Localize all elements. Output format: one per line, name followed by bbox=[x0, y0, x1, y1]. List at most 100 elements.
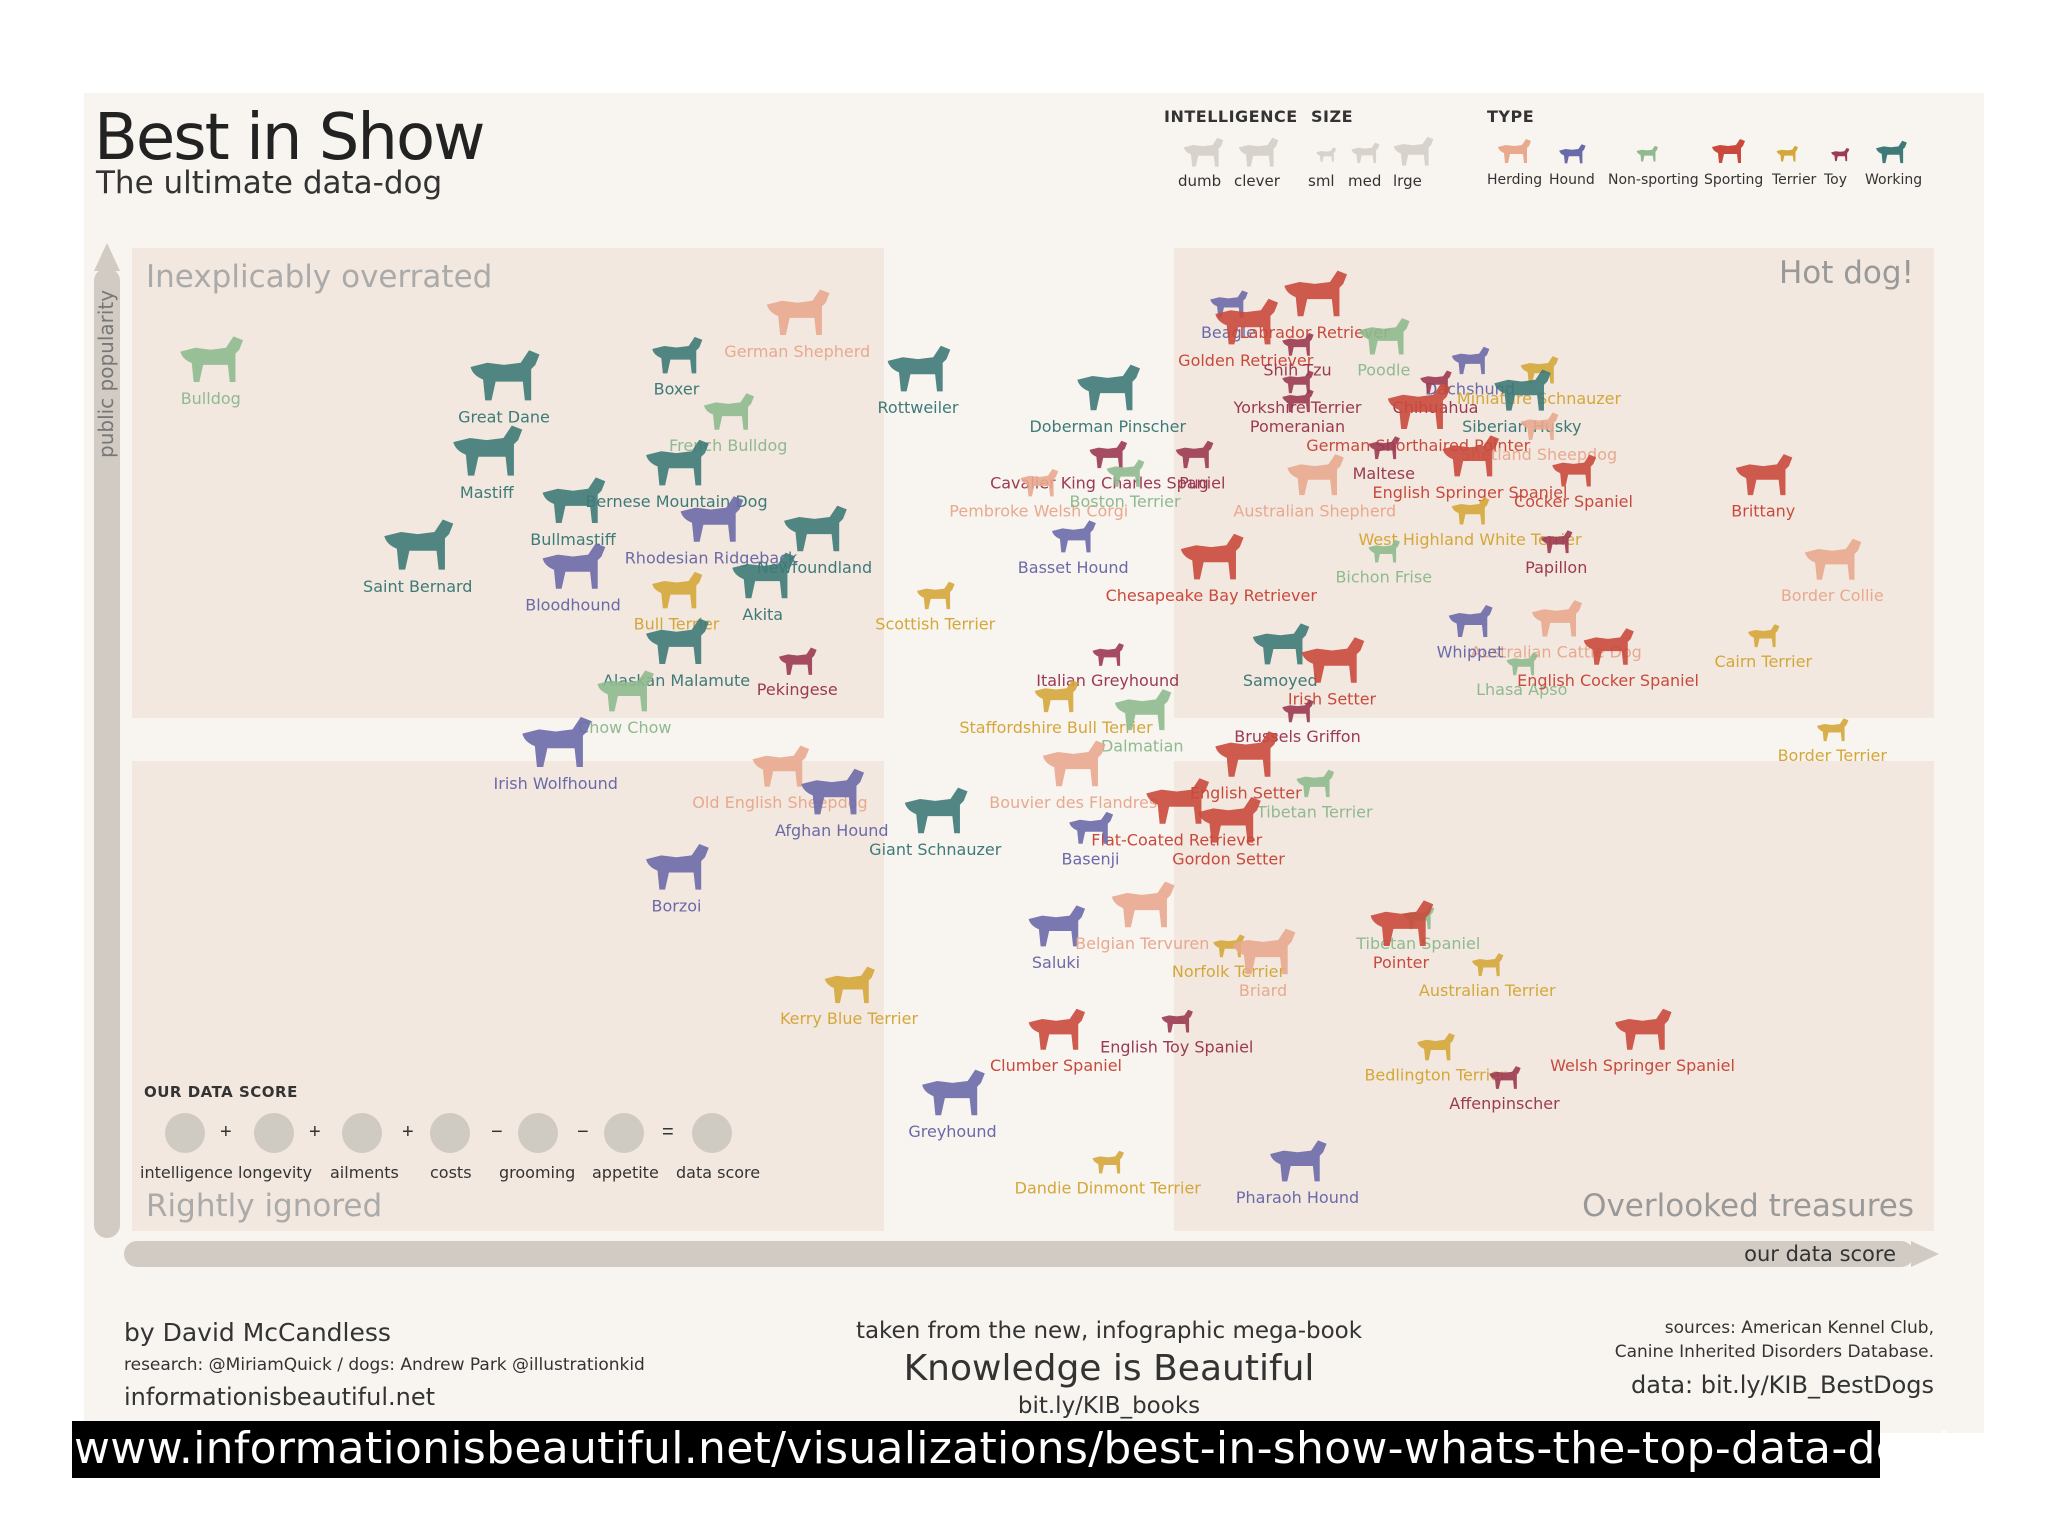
url-text[interactable]: www.informationisbeautiful.net/visualiza… bbox=[74, 1423, 1947, 1474]
dog-label-pekingese: Pekingese bbox=[757, 680, 838, 699]
cavalier-king-charles-spaniel-dog-icon bbox=[1089, 440, 1128, 469]
dog-point-golden-retriever: Golden Retriever bbox=[1178, 298, 1314, 370]
dog-point-mastiff: Mastiff bbox=[453, 425, 523, 502]
dog-label-chesapeake-bay-retriever: Chesapeake Bay Retriever bbox=[1106, 586, 1318, 605]
dog-point-belgian-tervuren: Belgian Tervuren bbox=[1075, 881, 1209, 953]
dog-point-bedlington-terrier: Bedlington Terrier bbox=[1364, 1032, 1507, 1085]
labrador-retriever-dog-icon bbox=[1284, 270, 1348, 317]
legend-type-working: Working bbox=[1865, 172, 1923, 188]
chow-chow-dog-icon bbox=[597, 670, 654, 712]
pekingese-dog-icon bbox=[779, 647, 817, 675]
chesapeake-bay-retriever-dog-icon bbox=[1180, 533, 1244, 580]
lhasa-apso-dog-icon bbox=[1506, 652, 1538, 676]
dog-point-german-shepherd: German Shepherd bbox=[724, 289, 870, 361]
basenji-dog-icon bbox=[1069, 811, 1114, 844]
legend-sporting-dog-icon bbox=[1712, 139, 1745, 163]
bernese-mountain-dog-dog-icon bbox=[646, 439, 709, 486]
dog-point-dalmatian: Dalmatian bbox=[1101, 689, 1184, 756]
dog-label-basset-hound: Basset Hound bbox=[1018, 558, 1129, 577]
dog-label-shetland-sheepdog: Shetland Sheepdog bbox=[1461, 445, 1617, 464]
dog-point-affenpinscher: Affenpinscher bbox=[1449, 1066, 1560, 1113]
longevity-icon bbox=[254, 1113, 294, 1153]
legend-non-sporting-dog-icon bbox=[1636, 145, 1659, 162]
australian-cattle-dog-dog-icon bbox=[1531, 600, 1583, 637]
dog-point-saluki: Saluki bbox=[1028, 905, 1086, 972]
sources-line-1: sources: American Kennel Club, bbox=[1664, 1318, 1934, 1338]
dog-point-boston-terrier: Boston Terrier bbox=[1069, 459, 1181, 511]
siberian-husky-dog-icon bbox=[1494, 369, 1551, 411]
pug-dog-icon bbox=[1175, 440, 1214, 469]
affenpinscher-dog-icon bbox=[1489, 1066, 1521, 1089]
dog-label-labrador-retriever: Labrador Retriever bbox=[1240, 323, 1391, 342]
dog-point-great-dane: Great Dane bbox=[458, 350, 550, 427]
giant-schnauzer-dog-icon bbox=[904, 787, 968, 834]
gordon-setter-dog-icon bbox=[1198, 797, 1261, 843]
legend-type-toy: Toy bbox=[1824, 172, 1848, 188]
dog-label-whippet: Whippet bbox=[1437, 643, 1504, 662]
dog-label-border-collie: Border Collie bbox=[1781, 586, 1884, 605]
english-cocker-spaniel-dog-icon bbox=[1583, 628, 1634, 665]
akita-dog-icon bbox=[732, 552, 796, 599]
url-banner: www.informationisbeautiful.net/visualiza… bbox=[72, 1421, 1946, 1478]
mastiff-dog-icon bbox=[453, 425, 523, 476]
dog-label-pomeranian: Pomeranian bbox=[1250, 417, 1345, 436]
legend-size-large: lrge bbox=[1393, 172, 1422, 190]
legend-hound-dog-icon bbox=[1559, 144, 1586, 164]
dog-label-australian-shepherd: Australian Shepherd bbox=[1233, 502, 1396, 521]
dog-points-layer: Bulldog Great Dane Mastiff Bullmastiff Boxer… bbox=[180, 270, 1887, 1207]
data-link[interactable]: data: bit.ly/KIB_BestDogs bbox=[1631, 1371, 1934, 1399]
quadrant-bottom-left-label: Rightly ignored bbox=[146, 1188, 382, 1224]
dog-point-pharaoh-hound: Pharaoh Hound bbox=[1236, 1140, 1359, 1207]
irish-setter-dog-icon bbox=[1301, 637, 1365, 683]
dog-label-chow-chow: Chow Chow bbox=[578, 718, 671, 737]
dandie-dinmont-terrier-dog-icon bbox=[1092, 1150, 1124, 1174]
book-title: Knowledge is Beautiful bbox=[903, 1348, 1315, 1389]
data-score-title: OUR DATA SCORE bbox=[144, 1083, 298, 1101]
dog-label-australian-terrier: Australian Terrier bbox=[1419, 981, 1556, 1000]
dog-label-english-setter: English Setter bbox=[1190, 784, 1302, 803]
flat-coated-retriever-dog-icon bbox=[1146, 778, 1210, 824]
legend-clever-dog-icon bbox=[1238, 137, 1279, 167]
dog-label-cocker-spaniel: Cocker Spaniel bbox=[1514, 492, 1633, 511]
legend-herding-dog-icon bbox=[1498, 139, 1531, 163]
dog-label-flat-coated-retriever: Flat-Coated Retriever bbox=[1091, 831, 1262, 850]
dog-label-brittany: Brittany bbox=[1731, 502, 1795, 521]
score-label-grooming: grooming bbox=[499, 1163, 576, 1182]
dog-label-greyhound: Greyhound bbox=[908, 1122, 996, 1141]
site-link[interactable]: informationisbeautiful.net bbox=[124, 1383, 436, 1411]
greyhound-dog-icon bbox=[922, 1069, 985, 1116]
legend-size-title: SIZE bbox=[1311, 107, 1354, 126]
dog-label-west-highland-white-terrier: West Highland White Terrier bbox=[1358, 530, 1582, 549]
briard-dog-icon bbox=[1232, 928, 1296, 975]
author-credit: by David McCandless bbox=[124, 1318, 391, 1347]
border-collie-dog-icon bbox=[1804, 538, 1862, 580]
old-english-sheepdog-dog-icon bbox=[752, 745, 810, 787]
score-label-data-score: data score bbox=[676, 1163, 761, 1182]
dog-label-bullmastiff: Bullmastiff bbox=[530, 530, 616, 549]
dog-point-lhasa-apso: Lhasa Apso bbox=[1476, 652, 1567, 699]
quadrant-top-left-label: Inexplicably overrated bbox=[146, 259, 492, 295]
dog-label-clumber-spaniel: Clumber Spaniel bbox=[990, 1056, 1122, 1075]
dog-point-norfolk-terrier: Norfolk Terrier bbox=[1172, 934, 1286, 981]
y-axis-arrow bbox=[94, 243, 120, 1238]
staffordshire-bull-terrier-dog-icon bbox=[1034, 680, 1079, 713]
dog-point-basset-hound: Basset Hound bbox=[1018, 520, 1129, 577]
shih-tzu-dog-icon bbox=[1282, 332, 1314, 356]
book-link[interactable]: bit.ly/KIB_books bbox=[1017, 1393, 1201, 1419]
dog-label-english-toy-spaniel: English Toy Spaniel bbox=[1100, 1037, 1253, 1056]
dog-point-briard: Briard bbox=[1232, 928, 1296, 1000]
quadrant-bottom-left-bg bbox=[132, 761, 884, 1231]
legend-small-dog-icon bbox=[1316, 147, 1337, 162]
dog-label-rhodesian-ridgeback: Rhodesian Ridgeback bbox=[625, 549, 798, 568]
miniature-schnauzer-dog-icon bbox=[1520, 356, 1559, 384]
bull-terrier-dog-icon bbox=[652, 571, 703, 609]
pharaoh-hound-dog-icon bbox=[1270, 1140, 1327, 1182]
dog-point-english-setter: English Setter bbox=[1190, 731, 1302, 803]
dog-label-bedlington-terrier: Bedlington Terrier bbox=[1364, 1066, 1507, 1085]
dog-label-boston-terrier: Boston Terrier bbox=[1069, 492, 1180, 511]
dog-point-rottweiler: Rottweiler bbox=[878, 345, 959, 417]
dog-point-yorkshire-terrier: Yorkshire Terrier bbox=[1233, 370, 1362, 417]
legend-type-sporting: Sporting bbox=[1704, 172, 1764, 188]
dog-point-saint-bernard: Saint Bernard bbox=[363, 519, 472, 596]
newfoundland-dog-icon bbox=[784, 505, 847, 552]
